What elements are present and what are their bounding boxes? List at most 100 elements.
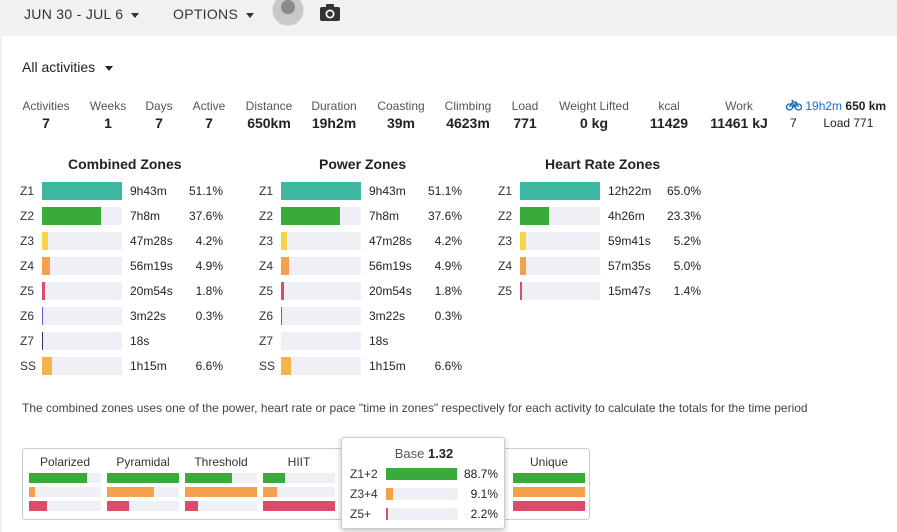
zone-bar-track [42,182,122,200]
zone-label: Z3 [498,234,513,248]
distribution-bar-fill [107,487,154,497]
zone-row: Z7 18s [259,332,464,350]
stat-label: Distance [245,99,293,113]
stat-weeks: Weeks 1 [90,99,126,131]
bike-summary[interactable]: 19h2m 650 km 7 Load 771 [785,99,887,130]
stat-weight-lifted: Weight Lifted 0 kg [559,99,629,131]
zone-label: SS [20,359,37,373]
bicycle-icon [785,99,803,111]
zone-label: Z6 [20,309,35,323]
stat-value: 7 [155,115,163,131]
zone-bar-fill [520,282,522,300]
distribution-pyramidal[interactable]: Pyramidal [107,455,179,511]
activity-filter-dropdown[interactable]: All activities [22,59,114,75]
zone-label: Z2 [498,209,513,223]
zone-time: 7h8m [130,209,161,223]
zone-bar-fill [42,282,45,300]
zone-percent: 37.6% [188,209,223,223]
zone-bar-fill [281,182,361,200]
bike-distance: 650 km [845,99,887,113]
stat-work: Work 11461 kJ [710,99,768,131]
user-avatar[interactable] [272,0,304,26]
zone-row: Z6 3m22s 0.3% [259,307,464,325]
distribution-bar [29,501,101,511]
zone-bar-fill [281,207,341,225]
stat-label: Weeks [89,99,127,113]
stat-active: Active 7 [193,99,226,131]
zone-bar-track [520,182,600,200]
distribution-bar [185,501,257,511]
stat-label: kcal [658,99,680,113]
distribution-name: Threshold [194,455,248,469]
zone-time: 20m54s [369,284,412,298]
zone-label: Z1 [20,184,35,198]
distribution-bar [513,473,585,483]
distribution-polarized[interactable]: Polarized [29,455,101,511]
zone-label: Z4 [498,259,513,273]
zone-time: 20m54s [130,284,173,298]
stat-value: 771 [513,115,537,131]
zone-label: Z5 [259,284,274,298]
distribution-threshold[interactable]: Threshold [185,455,257,511]
zone-percent: 65.0% [666,184,701,198]
zone-bar-track [42,257,122,275]
distribution-bar [29,473,101,483]
zone-row: Z4 56m19s 4.9% [20,257,225,275]
distribution-bar [513,487,585,497]
distribution-bar-fill [29,501,47,511]
combined-zones-title: Combined Zones [68,156,182,172]
zone-row: Z4 56m19s 4.9% [259,257,464,275]
chevron-down-icon [246,12,255,18]
zone-time: 1h15m [369,359,406,373]
stat-value: 4623m [446,115,490,131]
zone-time: 7h8m [369,209,400,223]
stat-label: Coasting [377,99,425,113]
zone-bar-fill [42,257,50,275]
tooltip-title: Base [394,446,425,461]
distribution-hiit[interactable]: HIIT [263,455,335,511]
zone-bar-fill [42,232,49,250]
distribution-bar [263,487,335,497]
zone-percent: 1.8% [434,284,462,298]
options-menu[interactable]: OPTIONS [173,6,255,22]
zone-bar-track [281,307,361,325]
zone-percent: 6.6% [434,359,462,373]
tooltip-row-label: Z3+4 [350,487,378,501]
stats-summary: Activities 7 Weeks 1 Days 7 Active 7 Distance 650… [0,99,897,135]
distribution-bar-fill [185,473,232,483]
camera-icon[interactable] [319,2,341,27]
zone-bar-track [281,332,361,350]
zone-row: SS 1h15m 6.6% [259,357,464,375]
date-range-selector[interactable]: JUN 30 - JUL 6 [24,6,140,22]
distribution-bar-fill [185,487,257,497]
zone-label: Z5 [20,284,35,298]
distribution-name: Polarized [39,455,91,469]
tooltip-row-percent: 2.2% [470,507,498,521]
distribution-bar [107,473,179,483]
zone-row: Z1 9h43m 51.1% [259,182,464,200]
distribution-bar [185,473,257,483]
distribution-name: Pyramidal [116,455,170,469]
options-label: OPTIONS [173,6,239,22]
zone-bar-track [520,282,600,300]
stat-value: 11461 kJ [710,115,768,131]
tooltip-bar-track [386,468,458,480]
zone-bar-track [281,282,361,300]
zone-percent: 0.3% [434,309,462,323]
distribution-bar [513,501,585,511]
zone-label: Z7 [20,334,35,348]
distribution-unique[interactable]: Unique [513,455,585,511]
stat-load: Load 771 [512,99,539,131]
distribution-bar-fill [513,501,585,511]
stat-value: 650km [247,115,291,131]
zone-row: Z3 47m28s 4.2% [20,232,225,250]
zone-bar-fill [42,182,122,200]
distribution-bar-fill [185,501,198,511]
zone-label: Z2 [259,209,274,223]
distribution-bar [263,473,335,483]
zone-percent: 4.9% [195,259,223,273]
stat-activities: Activities 7 [22,99,69,131]
zone-label: Z3 [20,234,35,248]
zone-label: Z5 [498,284,513,298]
zone-percent: 4.2% [434,234,462,248]
